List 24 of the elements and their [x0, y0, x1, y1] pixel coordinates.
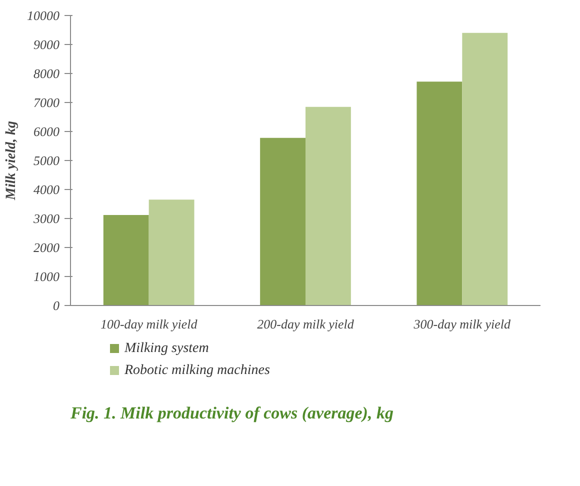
- y-tick-label: 2000: [34, 240, 60, 255]
- x-tick-label: 100-day milk yield: [100, 316, 198, 332]
- y-tick-label: 1000: [34, 269, 60, 284]
- y-tick-label: 6000: [34, 124, 60, 139]
- y-tick-label: 0: [53, 298, 60, 313]
- legend-label: Milking system: [124, 341, 209, 356]
- y-tick-label: 4000: [34, 182, 60, 197]
- y-tick-label: 9000: [34, 37, 60, 52]
- x-tick-label: 300-day milk yield: [412, 316, 512, 332]
- bar: [103, 215, 149, 306]
- legend-label: Robotic milking machines: [124, 363, 270, 378]
- x-tick-label: 200-day milk yield: [257, 316, 354, 332]
- bar: [416, 82, 462, 306]
- text: Fig. 1. Milk productivity of cows (average), kg: [70, 404, 394, 422]
- y-tick-label: 10000: [27, 8, 60, 23]
- y-tick-label: 7000: [34, 95, 60, 110]
- y-tick-label: 8000: [34, 66, 60, 81]
- bar: [462, 32, 508, 306]
- bar: [260, 138, 306, 306]
- y-axis-title: Milk yield, kg: [4, 121, 19, 201]
- y-tick-label: 5000: [34, 153, 60, 168]
- y-tick-label: 3000: [32, 211, 60, 226]
- bar: [306, 106, 351, 306]
- bar: [148, 200, 194, 306]
